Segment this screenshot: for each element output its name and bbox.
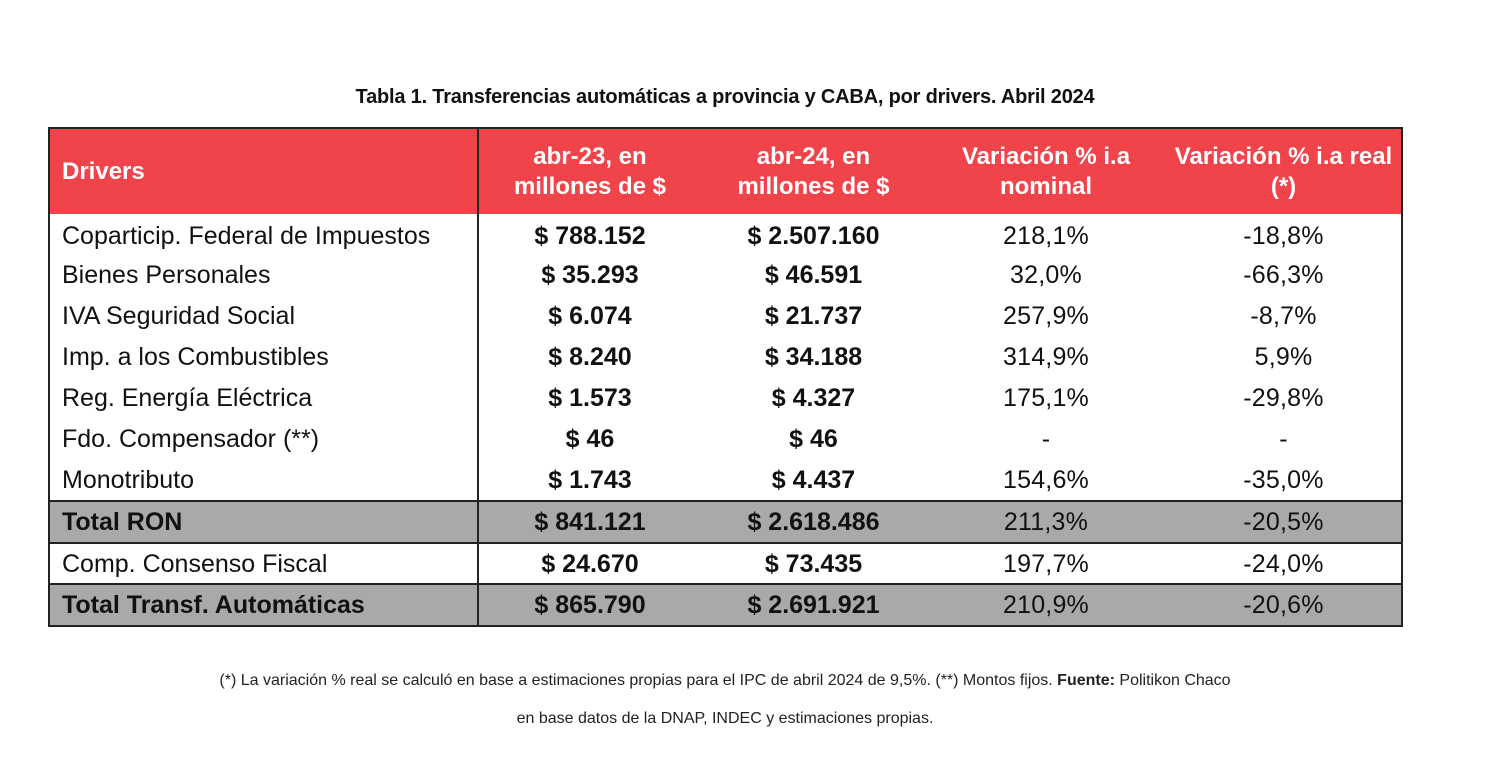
total-transf-abr24: $ 2.691.921	[747, 590, 880, 619]
row-variacion-real: 5,9%	[1254, 343, 1313, 371]
table-row: Imp. a los Combustibles $ 8.240 $ 34.188…	[49, 337, 1402, 378]
row-driver-name: Bienes Personales	[49, 255, 479, 296]
row-variacion-nominal: 175,1%	[1003, 384, 1089, 412]
row-driver-name: IVA Seguridad Social	[49, 296, 479, 337]
total-ron-nominal: 211,3%	[1003, 507, 1089, 536]
consenso-real: -24,0%	[1243, 550, 1324, 578]
header-abr24: abr-24, en millones de $	[737, 142, 890, 200]
row-driver-name: Fdo. Compensador (**)	[49, 419, 479, 460]
header-variacion-nominal: Variación % i.a nominal	[961, 142, 1131, 200]
row-abr24-value: $ 21.737	[764, 302, 863, 330]
row-variacion-nominal: 257,9%	[1003, 302, 1089, 330]
row-driver-name: Reg. Energía Eléctrica	[49, 378, 479, 419]
header-variacion-real: Variación % i.a real (*)	[1174, 142, 1393, 200]
row-abr23-value: $ 35.293	[541, 261, 639, 289]
footnote-text: (*) La variación % real se calculó en ba…	[219, 672, 1058, 689]
row-driver-name: Coparticip. Federal de Impuestos	[49, 214, 479, 255]
consenso-abr23: $ 24.670	[541, 550, 639, 578]
table-header-row: Drivers abr-23, en millones de $ abr-24,…	[49, 128, 1402, 214]
table-row: Monotributo $ 1.743 $ 4.437 154,6% -35,0…	[49, 460, 1402, 501]
header-abr23: abr-23, en millones de $	[513, 142, 667, 200]
header-drivers: Drivers	[49, 128, 479, 214]
row-abr23-value: $ 1.743	[548, 465, 632, 494]
row-variacion-real: -18,8%	[1243, 222, 1324, 250]
row-abr23-value: $ 6.074	[548, 302, 632, 330]
footnote-line-2: en base datos de la DNAP, INDEC y estima…	[516, 710, 934, 727]
row-variacion-nominal: 154,6%	[1003, 465, 1089, 494]
total-ron-real: -20,5%	[1243, 507, 1324, 536]
row-variacion-real: -8,7%	[1250, 302, 1317, 330]
consenso-label: Comp. Consenso Fiscal	[49, 543, 479, 584]
table-row: Fdo. Compensador (**) $ 46 $ 46 - -	[49, 419, 1402, 460]
row-variacion-real: -29,8%	[1243, 384, 1324, 412]
total-transf-real: -20,6%	[1243, 590, 1324, 619]
consenso-fiscal-row: Comp. Consenso Fiscal $ 24.670 $ 73.435 …	[49, 543, 1402, 584]
row-abr23-value: $ 788.152	[534, 222, 646, 250]
row-variacion-nominal: -	[1041, 425, 1051, 453]
row-variacion-nominal: 32,0%	[1010, 261, 1082, 289]
total-transf-abr23: $ 865.790	[534, 590, 646, 619]
table-row: IVA Seguridad Social $ 6.074 $ 21.737 25…	[49, 296, 1402, 337]
total-ron-abr23: $ 841.121	[534, 507, 646, 536]
total-ron-label: Total RON	[49, 501, 479, 543]
total-ron-abr24: $ 2.618.486	[747, 507, 880, 536]
consenso-abr24: $ 73.435	[764, 550, 863, 578]
row-driver-name: Imp. a los Combustibles	[49, 337, 479, 378]
row-abr23-value: $ 8.240	[548, 343, 632, 371]
transfers-table: Drivers abr-23, en millones de $ abr-24,…	[48, 127, 1403, 627]
table-title: Tabla 1. Transferencias automáticas a pr…	[355, 86, 1095, 108]
row-abr24-value: $ 46	[789, 425, 838, 453]
footnote-line-1: (*) La variación % real se calculó en ba…	[0, 672, 1450, 690]
total-transf-label: Total Transf. Automáticas	[49, 584, 479, 626]
footnote-source-label: Fuente:	[1057, 672, 1115, 689]
row-abr24-value: $ 4.437	[771, 465, 856, 494]
total-transf-nominal: 210,9%	[1003, 590, 1089, 619]
row-abr23-value: $ 1.573	[548, 384, 632, 412]
row-variacion-nominal: 314,9%	[1003, 343, 1089, 371]
total-ron-row: Total RON $ 841.121 $ 2.618.486 211,3% -…	[49, 501, 1402, 543]
total-transf-row: Total Transf. Automáticas $ 865.790 $ 2.…	[49, 584, 1402, 626]
row-abr24-value: $ 34.188	[764, 343, 863, 371]
row-variacion-real: -35,0%	[1243, 465, 1324, 494]
row-abr24-value: $ 46.591	[764, 261, 863, 289]
row-abr23-value: $ 46	[565, 425, 615, 453]
consenso-nominal: 197,7%	[1003, 550, 1089, 578]
row-variacion-nominal: 218,1%	[1003, 222, 1089, 250]
row-abr24-value: $ 2.507.160	[747, 222, 880, 250]
table-row: Bienes Personales $ 35.293 $ 46.591 32,0…	[49, 255, 1402, 296]
row-variacion-real: -66,3%	[1243, 261, 1324, 289]
table-row: Coparticip. Federal de Impuestos $ 788.1…	[49, 214, 1402, 255]
table-row: Reg. Energía Eléctrica $ 1.573 $ 4.327 1…	[49, 378, 1402, 419]
row-abr24-value: $ 4.327	[771, 384, 856, 412]
row-variacion-real: -	[1279, 425, 1288, 453]
row-driver-name: Monotributo	[49, 460, 479, 501]
footnote-source: Politikon Chaco	[1114, 672, 1231, 689]
